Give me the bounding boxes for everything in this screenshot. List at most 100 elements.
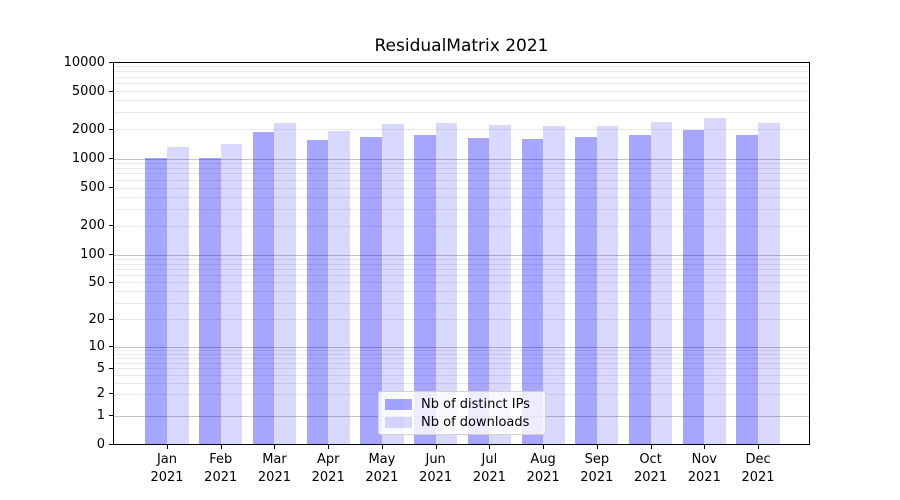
gridline-minor [114,362,809,364]
x-tick-year: 2021 [687,469,721,485]
bar-distinct-ips [306,140,329,444]
x-tick-label: Apr 2021 [298,451,358,486]
y-tick-mark [109,187,113,189]
y-tick-mark [109,225,113,227]
y-tick-label: 100 [80,247,105,263]
x-tick-month: Nov [691,452,717,467]
legend: Nb of distinct IPs Nb of downloads [378,391,546,435]
x-tick-year: 2021 [365,469,399,485]
x-tick-label: Feb 2021 [191,451,251,486]
x-tick-mark [758,445,760,449]
x-tick-year: 2021 [204,469,238,485]
gridline-minor [114,225,809,227]
gridline-major [114,346,809,348]
gridline-minor [114,368,809,370]
bar-distinct-ips [199,157,221,444]
gridline-minor [114,173,809,175]
bar-distinct-ips [360,137,382,444]
gridline-minor [114,319,809,321]
x-tick-month: Mar [262,452,287,467]
y-tick-label: 200 [80,218,105,234]
y-tick-mark [109,318,113,320]
y-tick-label: 50 [88,274,105,290]
x-tick-month: May [368,452,396,467]
x-tick-label: Aug 2021 [513,451,573,486]
x-tick-label: Jul 2021 [459,451,519,486]
x-tick-month: Feb [209,452,233,467]
y-tick-mark [109,443,113,445]
y-tick-mark [109,254,113,256]
y-tick-label: 1 [96,408,105,424]
x-tick-label: Sep 2021 [567,451,627,486]
x-tick-month: Apr [316,452,340,467]
x-tick-month: Oct [639,452,662,467]
x-tick-label: Mar 2021 [244,451,304,486]
gridline-minor [114,196,809,198]
legend-swatch-downloads [385,417,412,428]
legend-swatch-distinct-ips [385,399,412,410]
bar-distinct-ips [467,138,490,444]
x-tick-mark [489,445,491,449]
gridline-minor [114,374,809,376]
y-tick-label: 5 [96,360,105,376]
gridline-major [114,254,809,256]
legend-label-distinct-ips: Nb of distinct IPs [421,397,530,412]
x-tick-mark [543,445,545,449]
gridline-minor [114,83,809,85]
x-tick-label: Nov 2021 [674,451,734,486]
gridline-minor [114,162,809,164]
bar-downloads [596,126,619,444]
gridline-minor [114,269,809,271]
y-tick-mark [109,90,113,92]
x-tick-month: Jun [425,452,446,467]
y-tick-label: 1000 [71,151,105,167]
x-tick-mark [328,445,330,449]
x-tick-mark [381,445,383,449]
y-tick-mark [109,158,113,160]
y-tick-label: 5000 [71,83,105,99]
y-tick-label: 0 [96,436,105,452]
bar-downloads [758,123,780,444]
gridline-minor [114,112,809,114]
bar-downloads [274,122,297,444]
y-tick-mark [109,367,113,369]
y-tick-mark [109,346,113,348]
plot-area [113,62,810,445]
gridline-minor [114,302,809,304]
x-tick-year: 2021 [472,469,506,485]
bar-downloads [435,123,458,444]
y-tick-mark [109,61,113,63]
bar-downloads [704,118,726,444]
gridline-minor [114,100,809,102]
x-tick-year: 2021 [419,469,453,485]
gridline-minor [114,382,809,384]
bar-distinct-ips [521,139,544,444]
y-tick-mark [109,393,113,395]
bar-distinct-ips [414,134,436,444]
x-tick-month: Sep [584,452,610,467]
x-tick-mark [435,445,437,449]
x-tick-label: May 2021 [352,451,412,486]
y-tick-label: 2 [96,386,105,402]
gridline-minor [114,275,809,277]
x-tick-mark [220,445,222,449]
x-tick-year: 2021 [580,469,614,485]
bar-distinct-ips [736,135,759,444]
x-tick-label: Dec 2021 [728,451,788,486]
x-tick-label: Oct 2021 [621,451,681,486]
x-tick-month: Jul [481,452,498,467]
gridline-minor [114,282,809,284]
chart-title: ResidualMatrix 2021 [374,36,549,56]
x-tick-month: Aug [530,452,556,467]
y-tick-label: 20 [88,311,105,327]
x-tick-year: 2021 [634,469,668,485]
gridline-minor [114,129,809,131]
x-tick-label: Jun 2021 [406,451,466,486]
gridline-minor [114,66,809,68]
x-tick-month: Dec [745,452,771,467]
y-tick-label: 2000 [71,121,105,137]
legend-label-downloads: Nb of downloads [421,415,530,430]
legend-item-downloads: Nb of downloads [385,414,539,431]
bar-distinct-ips [145,157,167,444]
